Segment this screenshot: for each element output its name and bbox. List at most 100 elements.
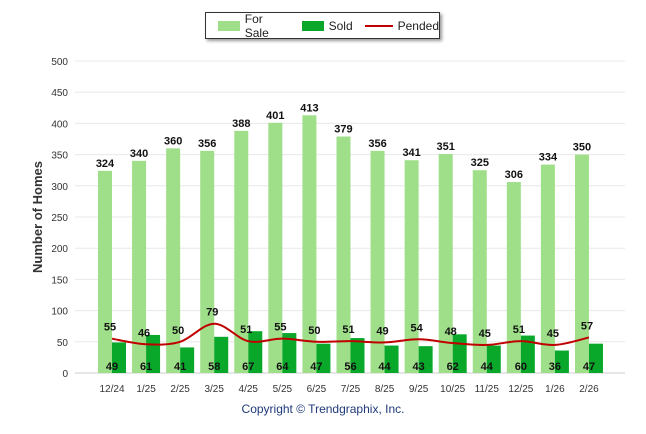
x-tick-label: 12/24 xyxy=(99,384,124,395)
x-tick-label: 1/26 xyxy=(545,384,565,395)
bar-for-sale xyxy=(540,164,555,373)
data-label-pended: 45 xyxy=(479,328,491,340)
data-label-sold: 43 xyxy=(413,361,425,373)
data-label-for-sale: 324 xyxy=(96,158,115,170)
legend-swatch-sold xyxy=(301,20,324,31)
data-label-sold: 36 xyxy=(549,361,561,373)
bar-for-sale xyxy=(98,170,112,373)
x-tick-label: 2/26 xyxy=(579,384,599,395)
data-label-sold: 64 xyxy=(276,361,289,373)
legend-item-for-sale[interactable]: For Sale xyxy=(218,12,290,40)
x-tick-label: 1/25 xyxy=(136,384,156,395)
bar-for-sale xyxy=(268,122,283,373)
bar-for-sale xyxy=(404,160,419,373)
y-tick-label: 100 xyxy=(51,307,68,318)
x-tick-label: 12/25 xyxy=(508,384,533,395)
legend-item-pended[interactable]: Pended xyxy=(364,18,439,33)
legend: For Sale Sold Pended xyxy=(205,12,440,40)
data-label-sold: 41 xyxy=(174,361,186,373)
bar-sold xyxy=(112,342,126,373)
bar-sold xyxy=(214,336,229,373)
legend-label: For Sale xyxy=(244,11,269,40)
legend-label: Sold xyxy=(328,18,353,33)
data-label-for-sale: 351 xyxy=(437,141,455,153)
data-label-sold: 44 xyxy=(378,361,391,373)
y-tick-label: 400 xyxy=(51,119,68,130)
data-label-for-sale: 360 xyxy=(164,135,182,147)
x-tick-label: 2/25 xyxy=(170,384,190,395)
x-tick-label: 6/25 xyxy=(307,384,327,395)
bar-sold xyxy=(350,338,365,373)
bar-sold xyxy=(384,345,399,373)
data-label-sold: 62 xyxy=(447,361,459,373)
bar-for-sale xyxy=(200,150,215,373)
data-label-for-sale: 341 xyxy=(402,147,420,159)
bar-sold xyxy=(180,347,195,373)
bar-for-sale xyxy=(132,160,147,373)
y-tick-label: 50 xyxy=(57,338,69,349)
y-tick-label: 500 xyxy=(51,57,68,68)
legend-label: Pended xyxy=(397,18,439,33)
data-label-pended: 51 xyxy=(342,324,354,336)
x-tick-label: 3/25 xyxy=(204,384,224,395)
line-pended xyxy=(111,322,590,346)
data-label-sold: 47 xyxy=(310,361,322,373)
data-label-pended: 79 xyxy=(206,307,218,319)
data-label-pended: 54 xyxy=(411,322,424,334)
legend-swatch-for-sale xyxy=(218,20,240,31)
data-label-pended: 48 xyxy=(445,326,457,338)
data-label-pended: 49 xyxy=(376,325,388,337)
y-tick-label: 250 xyxy=(51,213,68,224)
x-tick-label: 4/25 xyxy=(239,384,259,395)
data-label-for-sale: 356 xyxy=(368,138,386,150)
y-tick-label: 300 xyxy=(51,182,68,193)
y-axis-title: Number of Homes xyxy=(30,161,45,273)
x-tick-label: 5/25 xyxy=(273,384,293,395)
copyright: Copyright © Trendgraphix, Inc. xyxy=(241,402,405,416)
bar-for-sale xyxy=(472,170,487,373)
data-label-pended: 50 xyxy=(172,325,184,337)
data-label-sold: 60 xyxy=(515,361,527,373)
data-label-for-sale: 334 xyxy=(539,152,558,164)
data-label-pended: 55 xyxy=(274,322,286,334)
data-label-for-sale: 388 xyxy=(232,118,250,130)
bar-sold xyxy=(282,333,297,373)
x-tick-label: 10/25 xyxy=(440,384,465,395)
legend-item-sold[interactable]: Sold xyxy=(301,18,353,33)
data-label-for-sale: 340 xyxy=(130,148,148,160)
bar-sold xyxy=(520,335,535,373)
bar-for-sale xyxy=(336,136,351,373)
data-label-for-sale: 325 xyxy=(471,157,489,169)
legend-swatch-pended xyxy=(364,24,393,27)
bar-for-sale xyxy=(302,115,317,374)
data-label-for-sale: 306 xyxy=(505,169,523,181)
y-tick-label: 450 xyxy=(51,88,68,99)
data-label-sold: 67 xyxy=(242,361,254,373)
y-tick-label: 0 xyxy=(62,369,68,380)
data-label-sold: 61 xyxy=(140,361,152,373)
data-label-sold: 47 xyxy=(583,361,595,373)
data-label-sold: 58 xyxy=(208,361,220,373)
x-tick-label: 8/25 xyxy=(375,384,395,395)
data-label-pended: 45 xyxy=(547,328,559,340)
data-label-pended: 57 xyxy=(581,320,593,332)
data-label-pended: 50 xyxy=(308,325,320,337)
data-label-pended: 55 xyxy=(104,322,116,334)
bar-for-sale xyxy=(370,150,385,373)
data-label-sold: 49 xyxy=(106,361,118,373)
bar-sold xyxy=(486,345,501,373)
data-label-for-sale: 413 xyxy=(300,102,318,114)
data-label-sold: 56 xyxy=(344,361,356,373)
bar-sold xyxy=(554,350,569,373)
data-label-sold: 44 xyxy=(481,361,494,373)
y-tick-label: 200 xyxy=(51,244,68,255)
bar-for-sale xyxy=(166,148,181,373)
y-tick-label: 150 xyxy=(51,275,68,286)
bar-for-sale xyxy=(438,153,453,373)
data-label-pended: 46 xyxy=(138,327,150,339)
x-tick-label: 11/25 xyxy=(475,384,500,395)
data-label-pended: 51 xyxy=(513,324,525,336)
data-label-for-sale: 350 xyxy=(573,142,591,154)
